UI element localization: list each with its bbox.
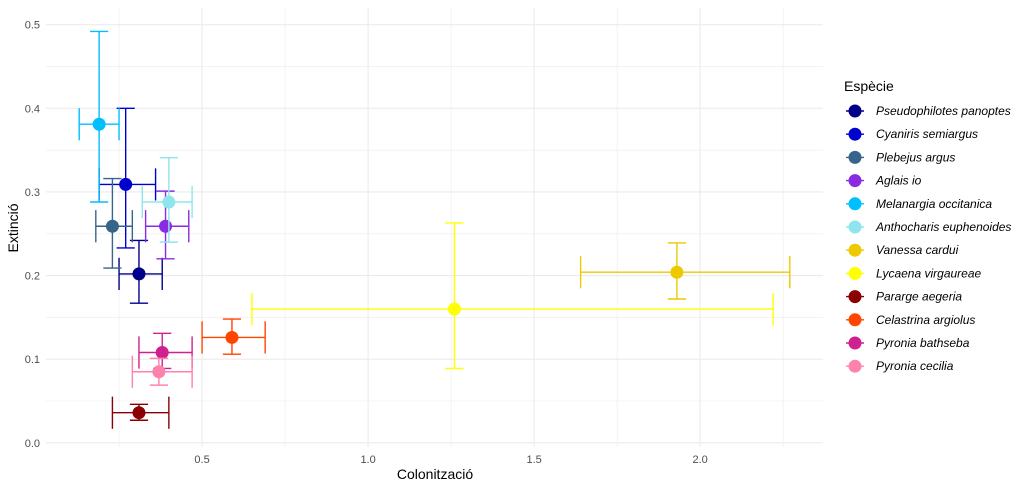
x-tick-label: 1.5 [526, 454, 541, 466]
legend-item: Pyronia cecilia [846, 359, 954, 373]
x-tick-label: 2.0 [692, 454, 707, 466]
y-tick-label: 0.2 [25, 271, 40, 283]
legend-key-point [848, 243, 862, 257]
data-point [132, 406, 146, 420]
legend-item: Plebejus argus [846, 150, 955, 164]
series-celastrina-argiolus [201, 318, 266, 355]
legend-label: Aglais io [875, 174, 922, 188]
legend-item: Cyaniris semiargus [846, 127, 978, 141]
legend: Espècie Pseudophilotes panoptes Cyaniris … [844, 78, 1011, 373]
legend-item: Pararge aegeria [846, 290, 962, 304]
series-cyaniris-semiargus [98, 107, 157, 249]
data-point [162, 195, 176, 209]
legend-key-point [848, 174, 862, 188]
series-plebejus-argus [95, 177, 134, 269]
series-pararge-aegeria [111, 396, 170, 429]
legend-key-point [848, 104, 862, 118]
legend-key-point [848, 336, 862, 350]
legend-label: Celastrina argiolus [876, 313, 975, 327]
legend-key-point [848, 197, 862, 211]
legend-label: Cyaniris semiargus [876, 127, 978, 141]
data-marks [78, 30, 791, 429]
data-point [670, 265, 684, 279]
series-pyronia-bathseba [138, 332, 193, 370]
data-point [225, 330, 239, 344]
series-pseudophilotes-panoptes [118, 239, 163, 304]
y-tick-label: 0.5 [25, 20, 40, 32]
legend-label: Pararge aegeria [876, 290, 962, 304]
series-pyronia-cecilia [131, 355, 193, 388]
legend-item: Pseudophilotes panoptes [846, 104, 1011, 118]
legend-item: Aglais io [846, 174, 922, 188]
legend-key-point [848, 313, 862, 327]
series-anthocharis-euphenoides [141, 156, 193, 243]
legend-label: Plebejus argus [876, 150, 955, 164]
x-axis-title: Colonització [397, 466, 473, 482]
series-vanessa-cardui [579, 242, 791, 300]
y-tick-label: 0.0 [25, 438, 40, 450]
legend-label: Pseudophilotes panoptes [876, 104, 1011, 118]
legend-item: Melanargia occitanica [846, 197, 992, 211]
legend-label: Melanargia occitanica [876, 197, 992, 211]
data-point [152, 365, 166, 379]
legend-label: Pyronia cecilia [876, 359, 954, 373]
data-point [155, 346, 169, 360]
data-point [159, 219, 173, 233]
legend-key-point [848, 290, 862, 304]
legend-label: Vanessa cardui [876, 243, 959, 257]
legend-key-point [848, 150, 862, 164]
axes: Colonització Extinció 0.5 1.0 1.5 2.0 0.0 0.1… [5, 20, 708, 482]
y-axis-title: Extinció [5, 203, 21, 252]
data-point [447, 302, 461, 316]
y-tick-label: 0.3 [25, 187, 40, 199]
legend-item: Vanessa cardui [846, 243, 959, 257]
legend-item: Anthocharis euphenoides [846, 220, 1011, 234]
grid [46, 8, 823, 447]
legend-label: Lycaena virgaureae [876, 266, 982, 280]
x-tick-label: 1.0 [360, 454, 375, 466]
series-melanargia-occitanica [78, 30, 120, 203]
legend-item: Pyronia bathseba [846, 336, 970, 350]
data-point [119, 177, 133, 191]
data-point [92, 117, 106, 131]
y-tick-label: 0.4 [25, 103, 40, 115]
legend-key-point [848, 220, 862, 234]
legend-item: Lycaena virgaureae [846, 266, 982, 280]
series-lycaena-virgaureae [251, 222, 774, 370]
legend-key-point [848, 359, 862, 373]
legend-key-point [848, 266, 862, 280]
x-tick-label: 0.5 [194, 454, 209, 466]
y-tick-label: 0.1 [25, 354, 40, 366]
legend-key-point [848, 127, 862, 141]
legend-label: Pyronia bathseba [876, 336, 970, 350]
legend-title: Espècie [844, 78, 894, 94]
legend-label: Anthocharis euphenoides [875, 220, 1011, 234]
data-point [105, 219, 119, 233]
legend-item: Celastrina argiolus [846, 313, 975, 327]
data-point [132, 267, 146, 281]
